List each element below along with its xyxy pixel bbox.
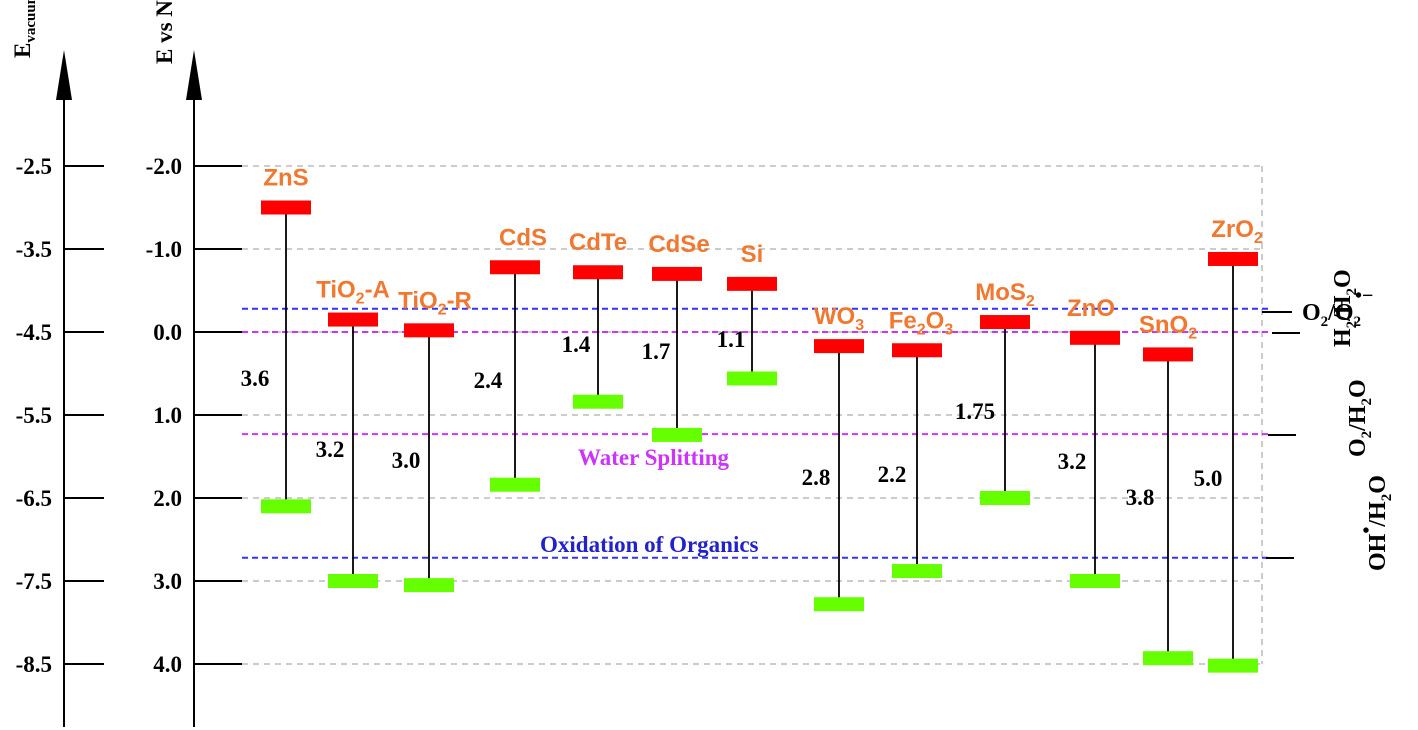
band-gap-label: 3.0 [392,448,421,473]
vacuum-tick-label: -6.5 [16,486,52,511]
material-label: ZrO2 [1211,216,1263,247]
valence-band [404,578,454,593]
materials: ZnS 3.6 TiO2-A 3.2 TiO2-R 3.0 CdS 2.4 CdTe 1.4 CdS… [241,165,1263,673]
conduction-band [573,265,623,280]
conduction-band [814,339,864,354]
band-gap-label: 2.8 [802,465,831,490]
conduction-band [727,276,777,291]
valence-band [727,371,777,386]
valence-band [892,564,942,579]
valence-band [261,499,311,514]
material-label: ZnS [263,165,308,192]
valence-band [980,491,1030,505]
reference-lines [242,307,1270,559]
vacuum-tick-label: -5.5 [16,403,52,428]
material-wo3: WO3 2.8 [802,303,864,612]
material-cdte: CdTe 1.4 [562,229,627,409]
svg-text:OH•/H2O: OH•/H2O [1356,475,1395,571]
material-label: MoS2 [975,279,1035,310]
redox-oxygen: O2/H2O [1268,379,1375,457]
band-gap-label: 1.7 [642,339,671,364]
material-label: CdSe [648,231,709,258]
vacuum-ticks: -2.5 -3.5 -4.5 -5.5 -6.5 -7.5 -8.5 [16,154,104,677]
oxidation-organics-label: Oxidation of Organics [540,532,759,557]
conduction-band [1208,251,1258,266]
band-gap-label: 3.8 [1126,485,1155,510]
nhe-tick-label: 0.0 [153,320,182,345]
valence-band [1070,574,1120,588]
material-mos2: MoS2 1.75 [955,279,1035,505]
nhe-tick-label: -2.0 [146,154,182,179]
nhe-tick-label: 1.0 [153,403,182,428]
band-gap-label: 1.1 [717,327,746,352]
water-splitting-label: Water Splitting [578,445,730,470]
valence-band [652,427,702,442]
redox-hydrogen: H2/H2O [1272,269,1360,347]
redox-superoxide: O2/O2•− [1262,285,1373,330]
nhe-tick-label: 2.0 [153,486,182,511]
material-label: WO3 [814,303,864,334]
conduction-band [892,343,942,358]
conduction-band [1070,330,1120,345]
conduction-band [404,323,454,338]
band-gap-label: 1.75 [955,399,995,424]
valence-band [814,597,864,612]
material-label: TiO2-R [398,287,472,318]
material-tio2r: TiO2-R 3.0 [392,287,472,593]
svg-text:O2/O2•−: O2/O2•− [1302,285,1373,330]
valence-band [490,477,540,492]
band-gap-label: 1.4 [562,332,591,357]
valence-band [1143,651,1193,666]
valence-band [328,574,378,588]
nhe-axis-title: E vs NHE [152,0,177,64]
band-gap-label: 5.0 [1194,466,1223,491]
material-label: CdTe [569,229,627,256]
nhe-ticks: -2.0 -1.0 0.0 1.0 2.0 3.0 4.0 [146,154,242,677]
vacuum-tick-label: -8.5 [16,652,52,677]
vacuum-axis-title: Evacuum [10,0,39,58]
band-gap-label: 3.2 [1058,449,1087,474]
svg-text:O2/H2O: O2/H2O [1345,379,1375,457]
material-label: CdS [499,224,547,251]
material-fe2o: Fe2O3 2.2 [878,307,954,579]
band-gap-label: 3.6 [241,366,270,391]
material-label: TiO2-A [316,277,390,308]
conduction-band [1143,347,1193,362]
conduction-band [328,312,378,327]
material-si: Si 1.1 [717,241,777,386]
material-tio2a: TiO2-A 3.2 [316,277,390,588]
vacuum-tick-label: -2.5 [16,154,52,179]
material-zns: ZnS 3.6 [241,165,311,514]
conduction-band [490,260,540,275]
band-gap-label: 2.2 [878,462,907,487]
conduction-band [652,266,702,281]
nhe-tick-label: 3.0 [153,569,182,594]
vacuum-tick-label: -3.5 [16,237,52,262]
redox-hydroxyl: OH•/H2O [1266,475,1395,571]
nhe-tick-label: -1.0 [146,237,182,262]
material-label: ZnO [1067,295,1115,322]
material-zno: ZnO 3.2 [1058,295,1120,588]
band-gap-label: 3.2 [316,437,345,462]
material-label: Fe2O3 [889,307,954,338]
valence-band [573,394,623,409]
material-zro2: ZrO2 5.0 [1194,216,1263,673]
material-label: SnO2 [1139,311,1197,342]
material-sno2: SnO2 3.8 [1126,311,1197,666]
valence-band [1208,658,1258,673]
material-cdse: CdSe 1.7 [642,231,710,442]
conduction-band [980,315,1030,330]
band-gap-label: 2.4 [474,368,503,393]
conduction-band [261,200,311,215]
material-cds: CdS 2.4 [474,224,547,492]
material-label: Si [741,241,764,268]
nhe-axis [186,50,202,727]
vacuum-tick-label: -7.5 [16,569,52,594]
vacuum-axis [56,50,72,727]
svg-text:H2/H2O: H2/H2O [1330,269,1360,347]
nhe-tick-label: 4.0 [153,652,182,677]
vacuum-tick-label: -4.5 [16,320,52,345]
